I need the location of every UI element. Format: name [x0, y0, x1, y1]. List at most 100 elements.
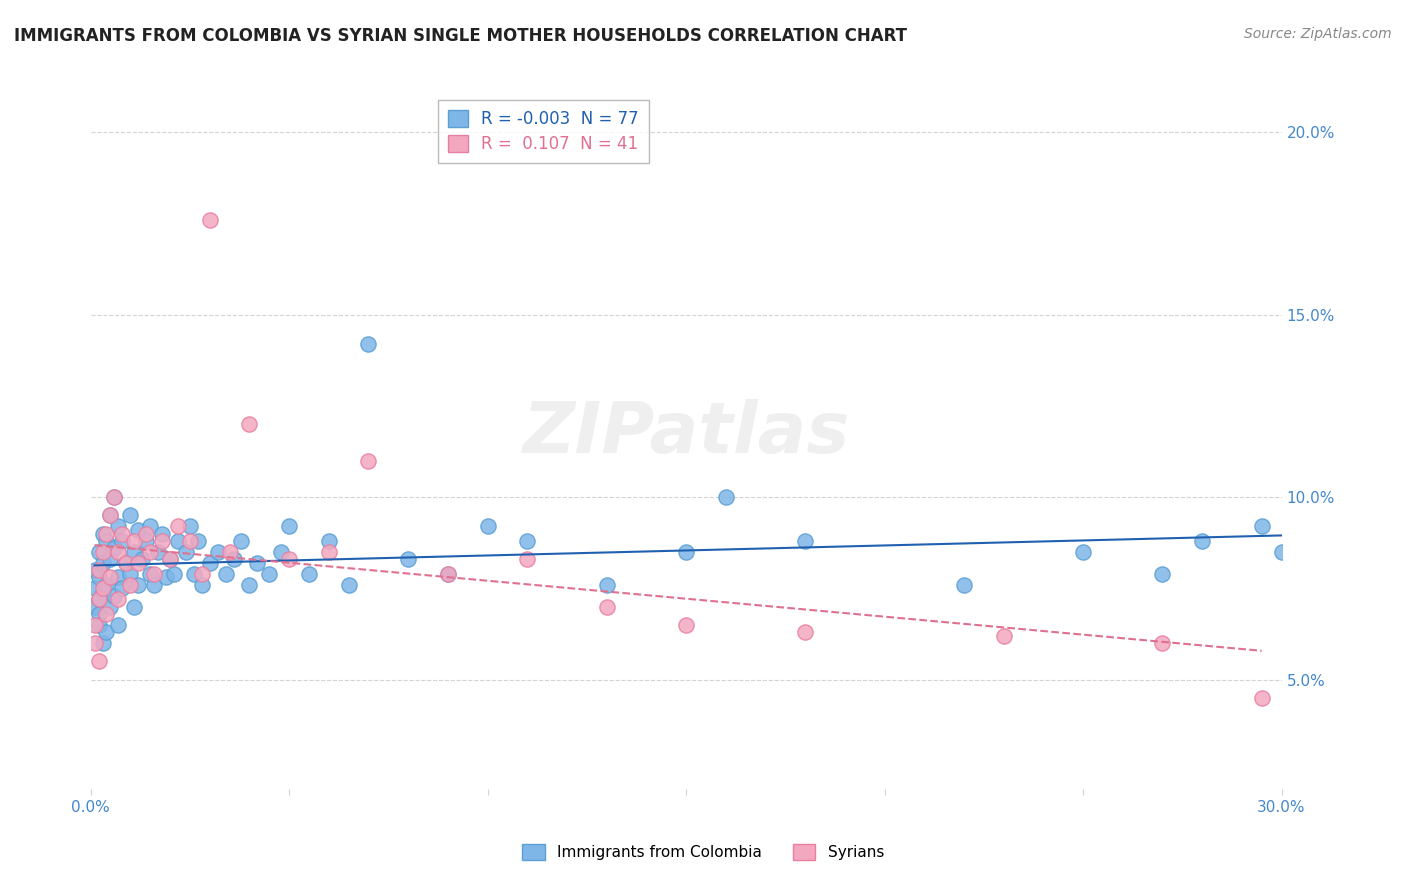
Point: [953, 578, 976, 592]
Point: [100, 508, 122, 523]
Point: [146, 545, 169, 559]
Point: [675, 618, 697, 632]
Point: [278, 552, 301, 566]
Point: [96, 533, 118, 548]
Point: [83, 618, 105, 632]
Point: [238, 417, 260, 432]
Point: [124, 545, 146, 559]
Point: [396, 552, 419, 566]
Point: [135, 533, 157, 548]
Point: [179, 519, 201, 533]
Point: [83, 563, 105, 577]
Point: [100, 552, 122, 566]
Point: [150, 526, 173, 541]
Legend: Immigrants from Colombia, Syrians: Immigrants from Colombia, Syrians: [516, 838, 890, 866]
Point: [111, 533, 134, 548]
Point: [143, 578, 166, 592]
Point: [100, 570, 122, 584]
Point: [477, 519, 499, 533]
Point: [135, 526, 157, 541]
Point: [318, 545, 340, 559]
Point: [231, 533, 253, 548]
Point: [278, 519, 301, 533]
Point: [1250, 690, 1272, 705]
Point: [183, 566, 205, 581]
Point: [96, 625, 118, 640]
Point: [675, 545, 697, 559]
Point: [516, 552, 538, 566]
Point: [198, 212, 221, 227]
Point: [207, 545, 229, 559]
Point: [100, 508, 122, 523]
Text: IMMIGRANTS FROM COLOMBIA VS SYRIAN SINGLE MOTHER HOUSEHOLDS CORRELATION CHART: IMMIGRANTS FROM COLOMBIA VS SYRIAN SINGL…: [14, 27, 907, 45]
Point: [179, 533, 201, 548]
Point: [100, 599, 122, 614]
Point: [107, 519, 129, 533]
Point: [127, 556, 149, 570]
Point: [83, 599, 105, 614]
Point: [214, 566, 236, 581]
Point: [298, 566, 321, 581]
Point: [714, 490, 737, 504]
Point: [187, 533, 209, 548]
Point: [127, 578, 149, 592]
Point: [87, 563, 110, 577]
Point: [1191, 533, 1213, 548]
Point: [357, 337, 380, 351]
Point: [96, 607, 118, 621]
Point: [318, 533, 340, 548]
Point: [1152, 566, 1174, 581]
Point: [107, 618, 129, 632]
Point: [437, 566, 460, 581]
Point: [87, 570, 110, 584]
Point: [238, 578, 260, 592]
Point: [96, 578, 118, 592]
Point: [120, 508, 142, 523]
Point: [124, 599, 146, 614]
Point: [1152, 636, 1174, 650]
Point: [191, 578, 214, 592]
Point: [163, 566, 186, 581]
Legend: R = -0.003  N = 77, R =  0.107  N = 41: R = -0.003 N = 77, R = 0.107 N = 41: [437, 100, 648, 163]
Point: [246, 556, 269, 570]
Point: [115, 556, 138, 570]
Point: [103, 589, 125, 603]
Point: [139, 545, 162, 559]
Text: ZIPatlas: ZIPatlas: [523, 399, 849, 467]
Point: [91, 585, 114, 599]
Point: [120, 566, 142, 581]
Point: [794, 533, 817, 548]
Point: [167, 533, 190, 548]
Point: [91, 526, 114, 541]
Point: [222, 552, 245, 566]
Point: [139, 566, 162, 581]
Point: [159, 552, 181, 566]
Point: [993, 629, 1015, 643]
Point: [174, 545, 197, 559]
Point: [1270, 545, 1292, 559]
Point: [107, 592, 129, 607]
Point: [120, 578, 142, 592]
Point: [87, 654, 110, 668]
Point: [111, 526, 134, 541]
Point: [139, 519, 162, 533]
Point: [159, 552, 181, 566]
Point: [794, 625, 817, 640]
Point: [91, 582, 114, 596]
Point: [198, 556, 221, 570]
Point: [595, 578, 617, 592]
Point: [191, 566, 214, 581]
Point: [91, 545, 114, 559]
Point: [107, 545, 129, 559]
Point: [131, 552, 153, 566]
Point: [96, 526, 118, 541]
Point: [87, 592, 110, 607]
Point: [1250, 519, 1272, 533]
Point: [124, 533, 146, 548]
Point: [167, 519, 190, 533]
Point: [83, 636, 105, 650]
Point: [91, 556, 114, 570]
Point: [357, 453, 380, 467]
Point: [83, 582, 105, 596]
Point: [218, 545, 240, 559]
